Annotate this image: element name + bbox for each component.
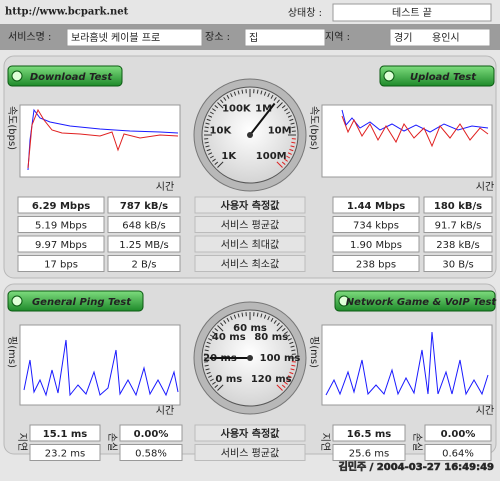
test-button-label[interactable]: Network Game & VoIP Test xyxy=(346,297,498,308)
gauge-tick xyxy=(205,350,209,351)
info-label: 서비스명 : xyxy=(8,31,51,43)
gauge-tick xyxy=(291,365,295,366)
row-label: 사용자 측정값 xyxy=(221,199,280,212)
y-axis-label: 속도(bps) xyxy=(308,106,320,150)
y-axis-label: 핑(ms) xyxy=(6,336,18,368)
row-label: 서비스 평균값 xyxy=(221,220,279,232)
gauge-tick xyxy=(291,142,295,143)
test-button-label[interactable]: Upload Test xyxy=(410,72,477,83)
measure-value: 2 B/s xyxy=(132,260,157,271)
test-button-label[interactable]: Download Test xyxy=(30,72,113,83)
gauge-tick xyxy=(242,90,243,94)
gauge-tick xyxy=(205,142,209,143)
row-label: 서비스 최소값 xyxy=(221,259,279,271)
gauge-label: 120 ms xyxy=(251,374,292,385)
measure-value: 238 kB/s xyxy=(436,240,480,251)
ping-graph xyxy=(20,325,180,405)
measure-value: 30 B/s xyxy=(442,260,473,271)
site-url: http://www.bcpark.net xyxy=(5,7,129,18)
download-graph xyxy=(20,105,180,177)
measure-value: 16.5 ms xyxy=(347,429,392,440)
status: 테스트 끝 xyxy=(392,7,432,19)
measure-value: 787 kB/s xyxy=(120,201,168,212)
measure-value: 5.19 Mbps xyxy=(35,221,87,232)
info-label: 지역 : xyxy=(325,31,350,43)
gauge-label: 100 ms xyxy=(260,353,301,364)
gauge-tick xyxy=(257,90,258,94)
button-icon xyxy=(12,71,22,81)
gauge-tick xyxy=(291,127,295,128)
upload-graph xyxy=(322,105,492,177)
test-button-label[interactable]: General Ping Test xyxy=(32,297,132,308)
gauge-tick xyxy=(291,350,295,351)
x-axis-label: 시간 xyxy=(156,405,174,417)
measure-value: 17 bps xyxy=(44,260,78,271)
measure-value: 9.97 Mbps xyxy=(35,240,87,251)
measure-value: 15.1 ms xyxy=(43,429,88,440)
side-label: 손실 xyxy=(106,433,118,451)
measure-value: 1.90 Mbps xyxy=(350,240,402,251)
gauge-tick xyxy=(242,313,243,317)
side-label: 손실 xyxy=(411,433,423,451)
gauge-label: 1K xyxy=(221,151,237,162)
gauge-label: 80 ms xyxy=(254,332,288,343)
measure-value: 734 kbps xyxy=(353,221,399,232)
side-label: 지연 xyxy=(16,433,28,451)
info-value: 집 xyxy=(249,32,258,44)
info-label: 장소 : xyxy=(205,31,230,43)
row-label: 서비스 평균값 xyxy=(221,448,279,460)
measure-value: 1.25 MB/s xyxy=(119,240,169,251)
gauge-tick xyxy=(205,365,209,366)
gauge-label: 10K xyxy=(210,125,233,136)
row-label: 서비스 최대값 xyxy=(221,239,279,251)
y-axis-label: 핑(ms) xyxy=(308,336,320,368)
gauge-label: 100K xyxy=(222,103,252,114)
gauge-label: 10M xyxy=(268,125,292,136)
measure-value: 180 kB/s xyxy=(434,201,482,212)
x-axis-label: 시간 xyxy=(476,181,494,193)
gauge-label: 100M xyxy=(256,151,287,162)
gauge-tick xyxy=(257,313,258,317)
measure-value: 0.64% xyxy=(442,449,474,460)
measure-value: 0.00% xyxy=(441,429,476,440)
measure-value: 25.6 ms xyxy=(349,449,389,460)
measure-value: 6.29 Mbps xyxy=(32,201,90,212)
measure-value: 23.2 ms xyxy=(45,449,85,460)
x-axis-label: 시간 xyxy=(476,405,494,417)
gauge-hub xyxy=(247,355,253,361)
button-icon xyxy=(384,71,394,81)
measure-value: 0.00% xyxy=(134,429,169,440)
button-icon xyxy=(12,296,22,306)
info-value: 용인시 xyxy=(432,32,460,44)
measure-value: 0.58% xyxy=(135,449,167,460)
side-label: 지연 xyxy=(319,433,331,451)
measure-value: 91.7 kB/s xyxy=(435,221,482,232)
row-label: 사용자 측정값 xyxy=(221,427,280,440)
measure-value: 238 bps xyxy=(356,260,396,271)
measure-value: 648 kB/s xyxy=(122,221,166,232)
info-value: 경기 xyxy=(394,31,412,44)
status-label: 상태창 : xyxy=(288,7,322,19)
gauge-label: 0 ms xyxy=(215,374,242,385)
gauge-hub xyxy=(247,132,253,138)
gauge-tick xyxy=(205,127,209,128)
footer-credit: 김민주 / 2004-03-27 16:49:49 xyxy=(339,460,494,473)
info-value: 보라홈넷 케이블 프로 xyxy=(71,31,160,44)
y-axis-label: 속도(bps) xyxy=(6,106,18,150)
x-axis-label: 시간 xyxy=(156,181,174,193)
measure-value: 1.44 Mbps xyxy=(347,201,405,212)
